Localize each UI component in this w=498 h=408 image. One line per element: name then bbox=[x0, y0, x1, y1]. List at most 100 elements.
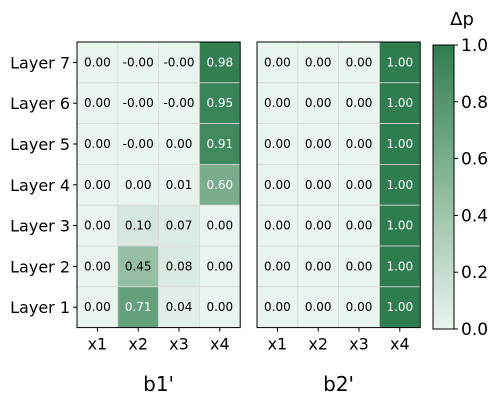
cell-label: 0.00 bbox=[206, 300, 233, 314]
cell-label: 0.00 bbox=[346, 300, 373, 314]
panel-title: b1' bbox=[143, 372, 174, 396]
x-tick-label: x3 bbox=[169, 335, 189, 354]
cell-label: 0.00 bbox=[264, 137, 291, 151]
cell-label: -0.00 bbox=[163, 96, 194, 110]
cell-label: 0.45 bbox=[125, 259, 152, 273]
cell-label: 0.00 bbox=[264, 178, 291, 192]
cell-label: 0.00 bbox=[84, 55, 111, 69]
heatmap-cell bbox=[117, 245, 160, 288]
cell-label: 0.00 bbox=[305, 219, 332, 233]
heatmap-cell bbox=[338, 204, 380, 247]
y-tick-label: Layer 4 bbox=[10, 176, 70, 195]
y-tick-label: Layer 2 bbox=[10, 257, 70, 276]
cell-label: 0.00 bbox=[84, 300, 111, 314]
panels: 0.00 -0.00 -0.00 0.98 0.00 -0.00 -0.00 0.95 0.00… bbox=[10, 41, 421, 396]
cell-label: 1.00 bbox=[386, 300, 413, 314]
cell-label: 0.00 bbox=[166, 137, 193, 151]
x-tick-label: x4 bbox=[390, 335, 410, 354]
cell-label: 0.00 bbox=[264, 219, 291, 233]
cell-label: 0.00 bbox=[264, 96, 291, 110]
cell-label: 1.00 bbox=[386, 259, 413, 273]
cell-label: 0.00 bbox=[305, 300, 332, 314]
colorbar-tick-label: 0.8 bbox=[461, 93, 488, 113]
cell-label: 0.00 bbox=[305, 55, 332, 69]
cell-label: 1.00 bbox=[386, 137, 413, 151]
heatmap-cell bbox=[117, 82, 160, 125]
cell-label: 0.00 bbox=[346, 55, 373, 69]
cell-label: 0.10 bbox=[125, 219, 152, 233]
cell-label: 0.01 bbox=[166, 178, 193, 192]
colorbar-tick-label: 0.0 bbox=[461, 320, 488, 340]
cell-label: 0.00 bbox=[264, 300, 291, 314]
colorbar-gradient bbox=[432, 44, 455, 330]
cell-label: 0.00 bbox=[206, 219, 233, 233]
y-tick-label: Layer 3 bbox=[10, 217, 70, 236]
cell-label: 0.00 bbox=[84, 178, 111, 192]
x-tick-label: x1 bbox=[88, 335, 108, 354]
heatmap-cell bbox=[198, 286, 241, 328]
cell-label: 0.00 bbox=[305, 96, 332, 110]
y-tick-label: Layer 5 bbox=[10, 135, 70, 154]
cell-label: 0.00 bbox=[346, 259, 373, 273]
x-tick-label: x4 bbox=[210, 335, 230, 354]
cell-label: -0.00 bbox=[123, 137, 154, 151]
cell-label: -0.00 bbox=[123, 55, 154, 69]
heatmap-cell bbox=[297, 41, 339, 84]
cell-label: 0.00 bbox=[84, 96, 111, 110]
heatmap-cell bbox=[76, 41, 119, 84]
y-tick-label: Layer 1 bbox=[10, 298, 70, 317]
cell-label: -0.00 bbox=[123, 96, 154, 110]
heatmap-cell bbox=[76, 245, 119, 288]
cell-label: 0.07 bbox=[166, 219, 193, 233]
heatmap-cell bbox=[117, 123, 160, 165]
cell-label: 0.00 bbox=[346, 96, 373, 110]
cell-label: -0.00 bbox=[163, 55, 194, 69]
cell-label: 0.00 bbox=[84, 259, 111, 273]
cell-label: 0.00 bbox=[84, 137, 111, 151]
heatmap-cell bbox=[338, 286, 380, 328]
heatmap-cell bbox=[117, 204, 160, 247]
panel-1: 0.00 -0.00 -0.00 0.98 0.00 -0.00 -0.00 0.95 0.00… bbox=[76, 41, 241, 396]
heatmap-cell bbox=[198, 204, 241, 247]
heatmap-cell bbox=[378, 245, 421, 288]
x-tick-label: x1 bbox=[268, 335, 288, 354]
cell-label: 0.71 bbox=[125, 300, 152, 314]
heatmap-cell bbox=[198, 163, 241, 206]
cell-label: 0.08 bbox=[166, 259, 193, 273]
heatmap-cell bbox=[256, 41, 299, 84]
cell-label: 0.00 bbox=[346, 178, 373, 192]
panel-title: b2' bbox=[323, 372, 354, 396]
cell-label: 1.00 bbox=[386, 178, 413, 192]
cell-label: 0.60 bbox=[206, 178, 233, 192]
cell-label: 1.00 bbox=[386, 55, 413, 69]
cell-label: 0.98 bbox=[206, 55, 233, 69]
heatmap-cell bbox=[378, 82, 421, 125]
x-tick-label: x3 bbox=[349, 335, 369, 354]
panel-frame bbox=[256, 41, 421, 329]
colorbar-title: Δp bbox=[450, 9, 474, 30]
colorbar: 0.0 0.2 0.4 0.6 0.8 1.0 Δp bbox=[432, 9, 488, 340]
heatmap-cell bbox=[338, 245, 380, 288]
cell-label: 0.00 bbox=[305, 259, 332, 273]
x-tick-label: x2 bbox=[128, 335, 148, 354]
heatmap-cell bbox=[198, 82, 241, 125]
heatmap-cell bbox=[158, 245, 200, 288]
heatmap-cell bbox=[198, 123, 241, 165]
heatmap-cell bbox=[117, 41, 160, 84]
cell-label: 0.00 bbox=[305, 178, 332, 192]
cell-label: 0.00 bbox=[264, 259, 291, 273]
cell-label: 0.00 bbox=[346, 137, 373, 151]
cell-label: 1.00 bbox=[386, 219, 413, 233]
heatmap-cell bbox=[338, 82, 380, 125]
colorbar-tick-label: 0.4 bbox=[461, 206, 488, 226]
cell-label: 0.00 bbox=[264, 55, 291, 69]
cell-label: 0.00 bbox=[125, 178, 152, 192]
heatmap-cell bbox=[338, 41, 380, 84]
cell-label: 0.04 bbox=[166, 300, 193, 314]
cell-label: 0.00 bbox=[346, 219, 373, 233]
colorbar-tick-label: 1.0 bbox=[461, 36, 488, 56]
y-tick-label: Layer 6 bbox=[10, 94, 70, 113]
cell-label: 0.00 bbox=[84, 219, 111, 233]
y-tick-label: Layer 7 bbox=[10, 53, 70, 72]
